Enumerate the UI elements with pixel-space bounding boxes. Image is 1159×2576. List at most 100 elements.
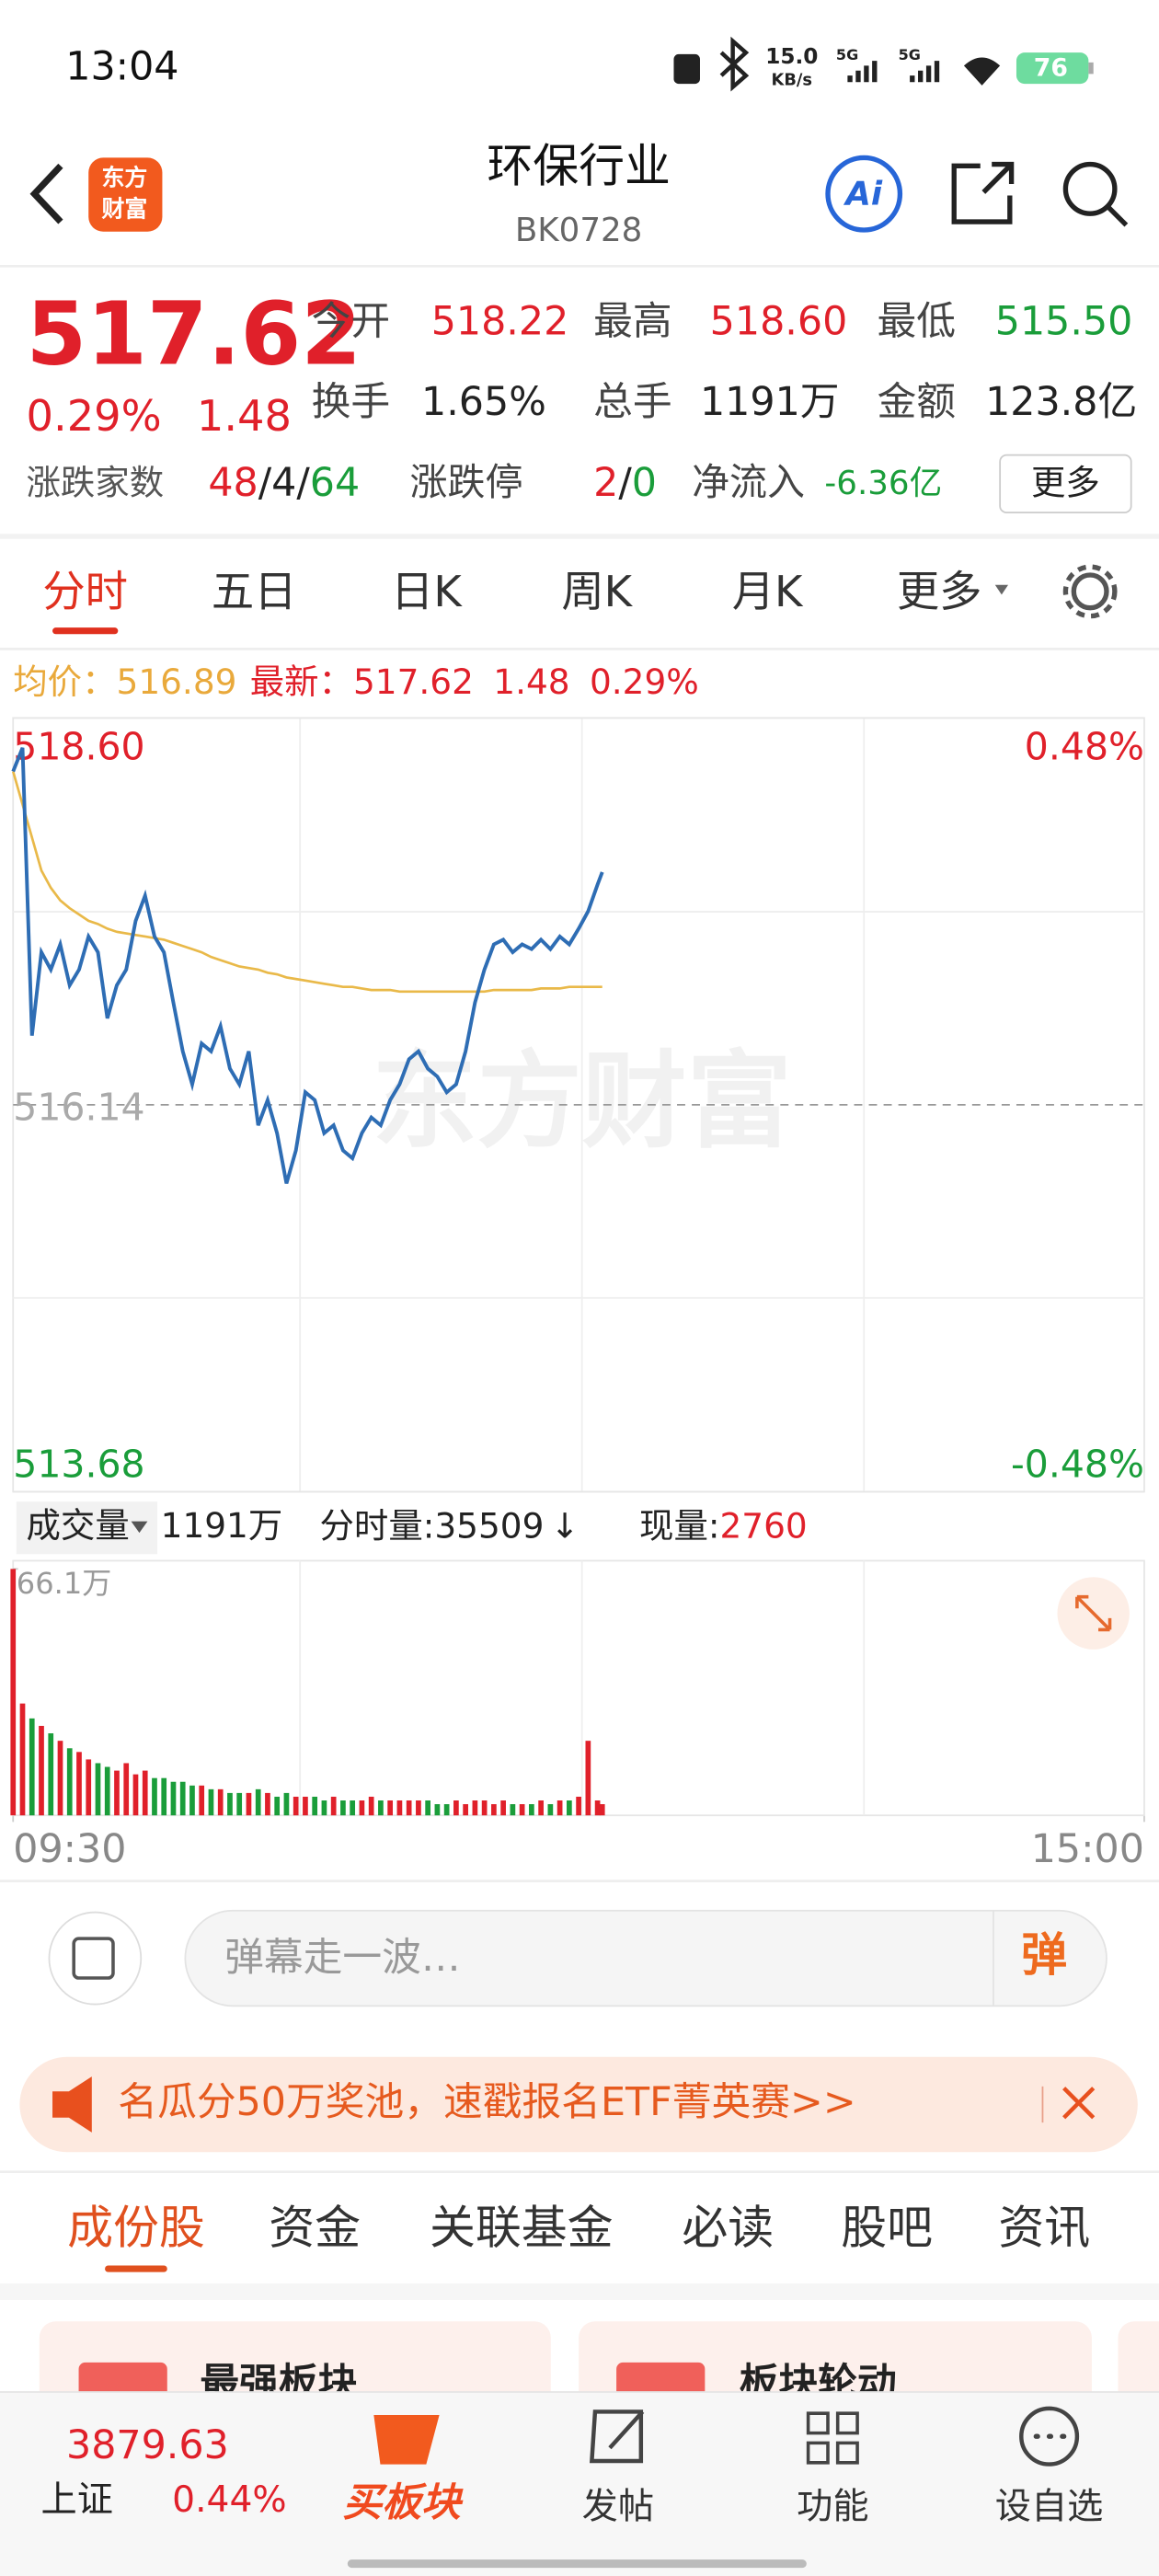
banner-text: 名瓜分50万奖池，速戳报名ETF菁英赛>> <box>118 2079 855 2125</box>
megaphone-icon <box>52 2076 92 2133</box>
avg-price-line <box>11 771 602 994</box>
breadth: 48/4/64 <box>208 459 360 505</box>
sep: / <box>296 459 310 505</box>
ai-button[interactable] <box>825 155 903 233</box>
volume-bar <box>519 1804 525 1816</box>
bottom-bar <box>0 2392 1159 2576</box>
watermark: 东方财富 <box>373 1041 792 1163</box>
promo-banner[interactable] <box>19 2056 1138 2153</box>
info-line: 均价：516.89 最新：517.62 1.48 0.29% <box>13 661 699 701</box>
volume-bar <box>208 1788 214 1816</box>
search-handle <box>1106 205 1129 227</box>
nav-button[interactable]: 买板块 <box>343 2480 464 2526</box>
volume-bar <box>86 1759 92 1816</box>
danmu-button[interactable]: 弹 <box>1021 1928 1067 1982</box>
nav-button[interactable]: 设自选 <box>995 2486 1104 2527</box>
volume-bar <box>538 1800 544 1816</box>
section-tab[interactable]: 资金 <box>269 2201 361 2254</box>
volume-bar <box>66 1748 73 1816</box>
section-tab[interactable]: 资讯 <box>998 2201 1090 2254</box>
divider <box>0 2283 1159 2300</box>
minute-volume-value: 35509 <box>434 1505 544 1546</box>
volume-bar <box>265 1792 270 1816</box>
field-label: 今开 <box>312 298 391 344</box>
price-line <box>11 747 604 1184</box>
section-tab[interactable]: 必读 <box>682 2201 774 2254</box>
volume-bar <box>443 1804 450 1816</box>
chart-tab[interactable]: 日K <box>391 567 463 616</box>
volume-bar <box>387 1800 394 1816</box>
x-tick-label: 15:00 <box>1031 1826 1144 1872</box>
chart-tab[interactable]: 周K <box>561 567 633 616</box>
y2-tick-label: 0.48% <box>1025 724 1144 768</box>
chart-tab[interactable]: 分时 <box>42 567 128 616</box>
section-tab[interactable]: 成份股 <box>67 2201 205 2254</box>
search-button[interactable] <box>1062 161 1118 216</box>
buy-board-icon <box>373 2415 440 2465</box>
volume-bar <box>330 1796 337 1816</box>
ai-label: Ai <box>843 175 883 213</box>
volume-bar <box>472 1800 478 1816</box>
field-value: 518.22 <box>431 298 569 344</box>
settings-button[interactable] <box>1071 572 1109 611</box>
vibrate-icon <box>673 53 700 85</box>
volume-bar <box>76 1752 82 1816</box>
inflow-label: 净流入 <box>692 460 805 504</box>
volume-bar <box>283 1792 290 1816</box>
battery-tip <box>1088 62 1094 75</box>
volume-bar <box>170 1781 177 1816</box>
field-value: 1.65% <box>421 379 546 425</box>
volume-bar <box>95 1763 101 1816</box>
volume-bar <box>274 1796 281 1816</box>
nav-button[interactable]: 功能 <box>797 2486 868 2527</box>
chart-tab[interactable]: 更多 <box>897 567 982 616</box>
breadth-label: 涨跌家数 <box>27 462 165 502</box>
chart-tab[interactable]: 月K <box>732 567 804 616</box>
chart-tab[interactable]: 五日 <box>212 567 297 616</box>
field-value: 518.60 <box>710 298 848 344</box>
tab-indicator <box>105 2265 167 2272</box>
volume-bar <box>416 1800 421 1816</box>
section-tab[interactable]: 关联基金 <box>430 2201 614 2254</box>
avg-value: 516.89 <box>117 661 237 701</box>
volume-bar <box>576 1796 581 1816</box>
volume-selector[interactable] <box>16 1501 158 1555</box>
back-button[interactable] <box>29 163 63 224</box>
net-speed: 15.0 <box>765 44 818 69</box>
latest-value: 517.62 <box>353 661 474 701</box>
latest-change-pct: 0.29% <box>590 661 699 701</box>
volume-bar <box>406 1800 412 1816</box>
section-tab[interactable]: 股吧 <box>841 2201 933 2254</box>
battery-level: 76 <box>1034 53 1068 82</box>
share-button[interactable] <box>951 161 1015 224</box>
comment-input[interactable] <box>184 1909 1107 2007</box>
volume-grid <box>299 1560 866 1816</box>
danmu-toggle[interactable] <box>48 1911 143 2006</box>
more-button[interactable] <box>999 454 1132 514</box>
field-label: 最高 <box>593 298 672 344</box>
nav-button[interactable]: 发帖 <box>582 2486 654 2527</box>
volume-bar <box>189 1785 195 1816</box>
logo-text: 财富 <box>101 196 147 223</box>
current-volume-label: 现量: <box>639 1505 719 1546</box>
y-tick-label: 513.68 <box>13 1443 144 1487</box>
field-label: 最低 <box>877 298 956 344</box>
field-value: 1191万 <box>700 379 840 425</box>
x-tick-label: 09:30 <box>13 1826 126 1872</box>
volume-bar <box>557 1800 563 1816</box>
field-label: 换手 <box>312 379 391 425</box>
volume-bar <box>255 1788 261 1816</box>
signal-icon <box>847 61 878 83</box>
volume-bar <box>453 1800 459 1816</box>
volume-bar <box>161 1777 167 1816</box>
index-value: 3879.63 <box>66 2422 229 2468</box>
last-price: 517.62 <box>27 283 361 385</box>
limit-label: 涨跌停 <box>410 460 523 504</box>
board-code: BK0728 <box>515 212 642 249</box>
comment-placeholder: 弹幕走一波… <box>224 1935 461 1981</box>
volume-bar <box>142 1770 148 1816</box>
close-banner[interactable] <box>1062 2087 1096 2120</box>
change-pct: 0.29% <box>27 391 162 441</box>
